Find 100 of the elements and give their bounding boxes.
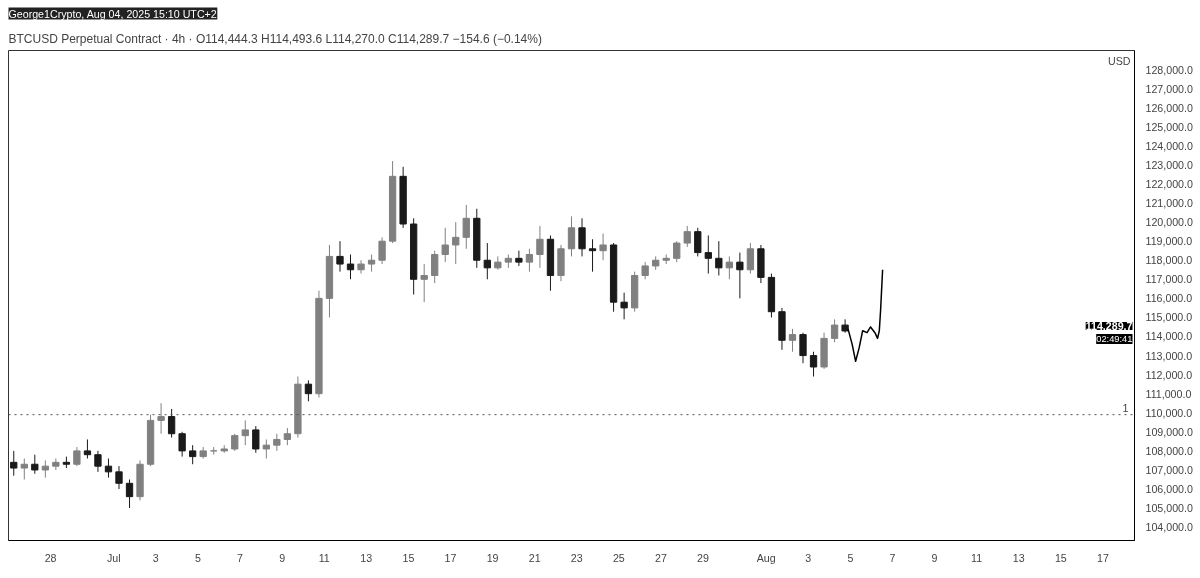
x-tick-label: 7 [889,551,896,564]
candlestick [189,444,197,465]
candlestick [694,227,702,257]
annotation: 02:49:41 [1096,333,1133,344]
y-tick-label: 117,000.0 [1145,273,1193,286]
y-tick-label: 112,000.0 [1145,368,1193,381]
x-tick-label: 13 [1012,551,1025,564]
candlestick [673,240,681,263]
x-tick-label: 9 [279,551,286,564]
candlestick [483,242,491,280]
candlestick [241,419,249,446]
chart-title: BTCUSD Perpetual Contract · 4h · O114,444.3 H114,493.6 L114,270.0 C114,289.7 −154.6 (−0.14%) [8,31,542,46]
annotation: 1 [1122,401,1129,414]
candlestick [157,402,165,435]
x-tick-label: Jul [106,551,121,564]
candlestick [578,217,586,257]
candlestick [336,240,344,273]
candlestick [620,292,628,320]
candlestick [704,234,712,275]
x-tick-label: 15 [1054,551,1067,564]
y-tick-label: 114,000.0 [1145,330,1193,343]
candlestick [567,215,576,257]
candlestick [736,252,744,299]
y-tick-label: 111,000.0 [1145,387,1192,400]
y-tick-label: 109,000.0 [1145,425,1193,438]
candlestick [841,318,849,334]
x-tick-label: 7 [237,551,244,564]
text: George1Crypto, Aug 04, 2025 15:10 UTC+2 [8,7,217,20]
candlestick [346,254,355,280]
x-tick-label: 5 [847,551,854,564]
y-tick-label: 113,000.0 [1145,349,1193,362]
y-tick-label: 122,000.0 [1145,177,1193,190]
x-tick-label: 3 [152,551,159,564]
y-tick-label: 115,000.0 [1145,311,1193,324]
candlestick [746,242,755,275]
candlestick [462,204,470,250]
x-tick-label: 28 [44,551,57,564]
x-tick-label: 21 [528,551,541,564]
candlestick [725,255,734,280]
x-tick-label: 27 [655,551,667,564]
candlestick [94,450,102,473]
x-tick-label: 13 [360,551,373,564]
x-tick-label: 9 [931,551,938,564]
candlestick [799,332,807,364]
candlestick [31,454,39,475]
x-tick-label: 17 [444,551,457,564]
candlestick [420,263,428,303]
y-tick-label: 128,000.0 [1145,63,1193,76]
x-tick-label: 5 [194,551,201,564]
x-tick-label: 3 [805,551,812,564]
candlestick [104,458,113,479]
candlestick [125,478,134,509]
y-tick-label: 107,000.0 [1145,463,1193,476]
x-tick-label: 29 [697,551,710,564]
candlestick [588,238,597,273]
candlestick [262,438,270,460]
candlestick [73,446,81,467]
x-tick-label: 17 [1097,551,1109,564]
y-tick-label: 110,000.0 [1145,406,1193,419]
candlestick [431,250,439,284]
candlestick [378,236,386,265]
candlestick [304,379,313,402]
x-tick-label: 11 [971,551,983,564]
y-tick-label: 120,000.0 [1145,216,1193,229]
candlestick [52,458,60,471]
x-tick-label: 15 [402,551,415,564]
candlestick [809,351,818,378]
y-tick-label: 121,000.0 [1145,197,1193,210]
y-tick-label: 124,000.0 [1145,139,1193,152]
candlestick [525,248,534,273]
x-tick-label: Aug [756,551,776,564]
x-tick-label: 11 [318,551,330,564]
y-tick-label: 104,000.0 [1145,521,1193,534]
candlestick [357,259,365,275]
annotation: 114,289.7 [1085,319,1133,332]
y-tick-label: 116,000.0 [1145,292,1193,305]
y-tick-label: 127,000.0 [1145,82,1193,95]
candlestick [536,225,544,269]
candlestick [178,431,186,458]
candlestick [715,240,723,276]
candlestick [788,328,797,353]
candlestick [115,465,123,490]
y-tick-label: 125,000.0 [1145,120,1193,133]
candlestick [830,318,839,343]
y-tick-label: 105,000.0 [1145,502,1193,515]
candlestick [167,408,176,439]
candlestick [20,458,28,480]
y-axis-title: USD [1108,54,1131,67]
candlestick [83,438,92,460]
candlestick [441,227,449,263]
y-tick-label: 119,000.0 [1145,235,1193,248]
y-tick-label: 123,000.0 [1145,158,1193,171]
y-tick-label: 126,000.0 [1145,101,1193,114]
y-tick-label: 118,000.0 [1145,254,1193,267]
y-tick-label: 108,000.0 [1145,444,1193,457]
x-tick-label: 23 [570,551,583,564]
candlestick [683,225,691,248]
candlestick [515,250,523,267]
candlestick [10,450,18,477]
candlestick [252,425,260,454]
